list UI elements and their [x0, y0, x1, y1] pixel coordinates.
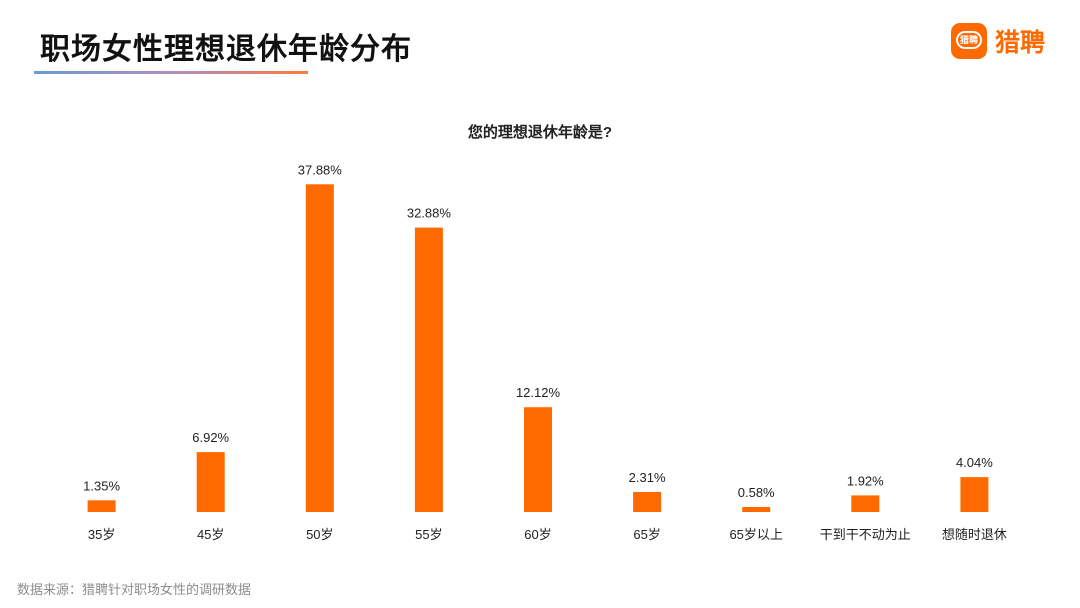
category-label-3: 50岁	[306, 527, 333, 542]
value-label-2: 6.92%	[192, 430, 229, 445]
bar-5	[524, 407, 552, 512]
category-label-7: 65岁以上	[729, 527, 782, 542]
logo-text: 猎聘	[995, 29, 1046, 57]
category-label-6: 65岁	[633, 527, 660, 542]
value-label-6: 2.31%	[629, 470, 666, 485]
bar-3	[305, 184, 334, 513]
value-label-1: 1.35%	[83, 478, 120, 493]
bar-7	[742, 507, 771, 512]
bar-8	[851, 495, 880, 512]
logo-mark-text: 猎聘	[959, 35, 978, 45]
chart-title: 您的理想退休年龄是?	[467, 124, 613, 141]
category-label-9: 想随时退休	[942, 527, 1007, 542]
category-label-4: 55岁	[415, 527, 442, 542]
value-label-7: 0.58%	[738, 485, 775, 500]
value-label-5: 12.12%	[516, 385, 561, 400]
value-label-8: 1.92%	[847, 473, 884, 488]
category-label-1: 35岁	[88, 527, 115, 542]
bar-2	[196, 452, 225, 512]
value-label-4: 32.88%	[407, 206, 452, 221]
bar-9	[960, 477, 989, 512]
value-label-3: 37.88%	[298, 162, 343, 177]
data-source-note: 数据来源：猎聘针对职场女性的调研数据	[17, 582, 252, 597]
liepin-logo: 猎聘 猎聘	[951, 23, 1045, 59]
bubble-outline	[956, 31, 982, 49]
bar-4	[414, 227, 443, 512]
category-label-2: 45岁	[197, 527, 224, 542]
category-label-8: 干到干不动为止	[820, 527, 911, 542]
page-title: 职场女性理想退休年龄分布	[40, 33, 412, 66]
title-underline	[34, 71, 308, 74]
speech-bubble-icon: 猎聘	[951, 23, 987, 59]
bar-6	[633, 492, 662, 512]
bar-1	[87, 500, 116, 512]
value-label-9: 4.04%	[956, 455, 993, 470]
category-label-5: 60岁	[524, 527, 551, 542]
